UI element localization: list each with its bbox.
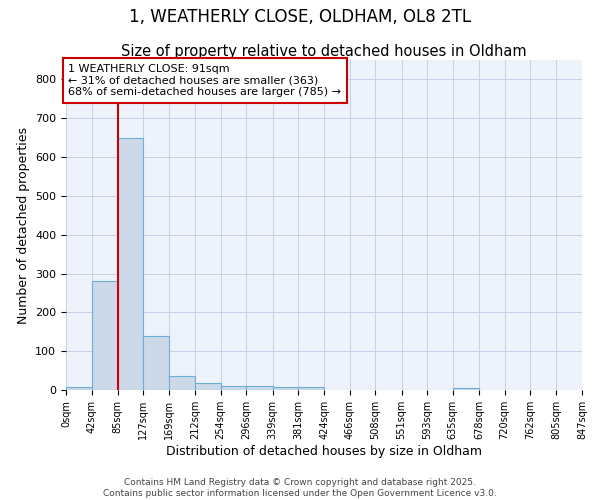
Bar bbox=[143, 336, 169, 390]
Bar bbox=[453, 388, 479, 390]
Bar bbox=[66, 388, 92, 390]
Bar bbox=[169, 376, 195, 390]
Title: Size of property relative to detached houses in Oldham: Size of property relative to detached ho… bbox=[121, 44, 527, 59]
Bar bbox=[221, 386, 247, 390]
X-axis label: Distribution of detached houses by size in Oldham: Distribution of detached houses by size … bbox=[166, 444, 482, 458]
Bar bbox=[247, 386, 272, 390]
Bar bbox=[118, 138, 143, 390]
Text: 1, WEATHERLY CLOSE, OLDHAM, OL8 2TL: 1, WEATHERLY CLOSE, OLDHAM, OL8 2TL bbox=[129, 8, 471, 26]
Bar bbox=[92, 282, 118, 390]
Y-axis label: Number of detached properties: Number of detached properties bbox=[17, 126, 29, 324]
Text: Contains HM Land Registry data © Crown copyright and database right 2025.
Contai: Contains HM Land Registry data © Crown c… bbox=[103, 478, 497, 498]
Bar bbox=[298, 387, 325, 390]
Bar bbox=[272, 387, 298, 390]
Text: 1 WEATHERLY CLOSE: 91sqm
← 31% of detached houses are smaller (363)
68% of semi-: 1 WEATHERLY CLOSE: 91sqm ← 31% of detach… bbox=[68, 64, 341, 97]
Bar bbox=[195, 383, 221, 390]
